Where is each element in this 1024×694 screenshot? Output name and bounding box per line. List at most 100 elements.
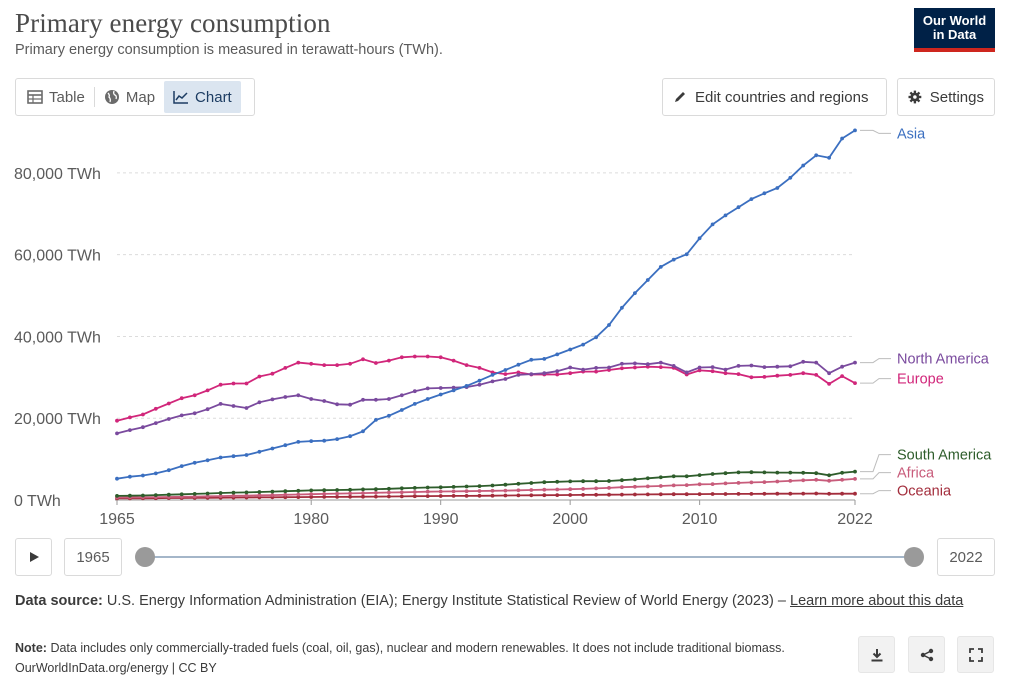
- data-point-europe: [412, 354, 417, 359]
- owid-logo[interactable]: Our World in Data: [914, 8, 995, 52]
- tab-table[interactable]: Table: [18, 81, 94, 113]
- data-point-north-america: [723, 367, 728, 372]
- data-point-europe: [425, 354, 430, 359]
- data-point-asia: [412, 402, 417, 406]
- label-connector: [860, 454, 891, 473]
- data-point-asia: [645, 278, 650, 282]
- data-point-south-america: [775, 470, 780, 475]
- data-point-asia: [192, 460, 197, 465]
- data-point-south-america: [270, 489, 275, 494]
- data-point-europe: [179, 396, 184, 401]
- tab-chart-label: Chart: [195, 88, 232, 106]
- data-point-asia: [658, 265, 663, 269]
- data-point-north-america: [425, 386, 430, 391]
- data-point-north-america: [218, 402, 223, 406]
- tab-map[interactable]: Map: [95, 81, 164, 113]
- data-point-africa: [296, 492, 301, 497]
- data-point-africa: [361, 491, 365, 495]
- data-point-north-america: [684, 370, 689, 375]
- data-point-africa: [840, 477, 844, 482]
- data-point-europe: [283, 366, 288, 370]
- data-point-asia: [710, 222, 715, 227]
- data-point-europe: [620, 366, 624, 371]
- data-point-africa: [425, 489, 430, 494]
- data-point-africa: [218, 494, 223, 498]
- series-line-asia: [116, 129, 856, 480]
- data-point-asia: [438, 392, 443, 397]
- learn-more-link[interactable]: Learn more about this data: [790, 593, 964, 609]
- data-point-south-america: [283, 489, 288, 494]
- data-point-africa: [775, 479, 780, 484]
- data-point-oceania: [348, 494, 352, 499]
- data-point-asia: [166, 468, 171, 473]
- data-point-oceania: [374, 494, 378, 499]
- start-year-box[interactable]: 1965: [64, 538, 122, 576]
- data-point-europe: [166, 401, 171, 406]
- data-point-south-america: [387, 486, 391, 491]
- data-point-asia: [244, 453, 249, 457]
- data-point-africa: [658, 484, 663, 488]
- settings-button[interactable]: Settings: [897, 78, 995, 116]
- data-point-asia: [633, 291, 637, 295]
- fullscreen-button[interactable]: [957, 636, 994, 673]
- data-point-europe: [451, 358, 456, 363]
- data-point-north-america: [153, 421, 158, 425]
- data-point-europe: [749, 375, 754, 380]
- data-point-africa: [762, 480, 767, 484]
- attribution: OurWorldInData.org/energy | CC BY: [15, 661, 217, 675]
- end-year-box[interactable]: 2022: [937, 538, 995, 576]
- play-button[interactable]: [15, 538, 52, 576]
- series-line-africa: [116, 478, 856, 499]
- end-year-handle[interactable]: [904, 547, 924, 567]
- y-tick-label: 0 TWh: [14, 493, 61, 510]
- data-point-asia: [697, 236, 702, 241]
- data-point-south-america: [438, 485, 443, 490]
- data-point-europe: [477, 366, 482, 370]
- data-point-asia: [451, 388, 456, 393]
- data-point-north-america: [788, 364, 793, 369]
- data-point-africa: [309, 492, 314, 497]
- data-point-north-america: [179, 413, 184, 418]
- data-point-oceania: [477, 493, 482, 498]
- timeline: 1965 2022: [15, 538, 995, 578]
- data-point-oceania: [710, 492, 715, 496]
- data-point-asia: [387, 413, 391, 418]
- note-text: Data includes only commercially-traded f…: [50, 641, 785, 655]
- y-tick-label: 20,000 TWh: [14, 411, 101, 428]
- data-point-oceania: [516, 493, 521, 498]
- label-connector: [860, 358, 891, 364]
- data-point-asia: [529, 357, 534, 362]
- data-point-asia: [827, 155, 831, 160]
- data-point-north-america: [374, 397, 378, 402]
- data-point-europe: [270, 371, 275, 376]
- line-chart-icon: [173, 91, 189, 104]
- data-point-asia: [490, 373, 495, 377]
- x-tick-label: 1965: [99, 511, 135, 528]
- data-point-africa: [736, 481, 741, 485]
- data-point-oceania: [736, 492, 741, 496]
- data-point-south-america: [645, 476, 650, 481]
- share-button[interactable]: [908, 636, 945, 673]
- data-point-africa: [555, 487, 560, 492]
- globe-icon: [104, 90, 119, 104]
- start-year-handle[interactable]: [135, 547, 155, 567]
- x-tick-label: 2022: [837, 511, 873, 528]
- x-tick-label: 2000: [552, 511, 588, 528]
- timeline-track[interactable]: [145, 556, 915, 558]
- data-point-oceania: [490, 493, 495, 498]
- data-point-north-america: [127, 428, 132, 432]
- data-point-asia: [425, 397, 430, 401]
- data-point-asia: [684, 252, 689, 257]
- download-button[interactable]: [858, 636, 895, 673]
- data-point-north-america: [620, 361, 624, 366]
- data-point-africa: [801, 478, 806, 483]
- tab-chart[interactable]: Chart: [164, 81, 241, 113]
- data-point-asia: [607, 323, 611, 327]
- data-point-oceania: [438, 494, 443, 498]
- data-point-south-america: [827, 473, 831, 478]
- data-point-south-america: [115, 494, 119, 498]
- data-point-south-america: [335, 488, 339, 492]
- data-point-north-america: [166, 417, 171, 421]
- data-point-africa: [231, 493, 236, 498]
- edit-countries-button[interactable]: Edit countries and regions: [662, 78, 887, 116]
